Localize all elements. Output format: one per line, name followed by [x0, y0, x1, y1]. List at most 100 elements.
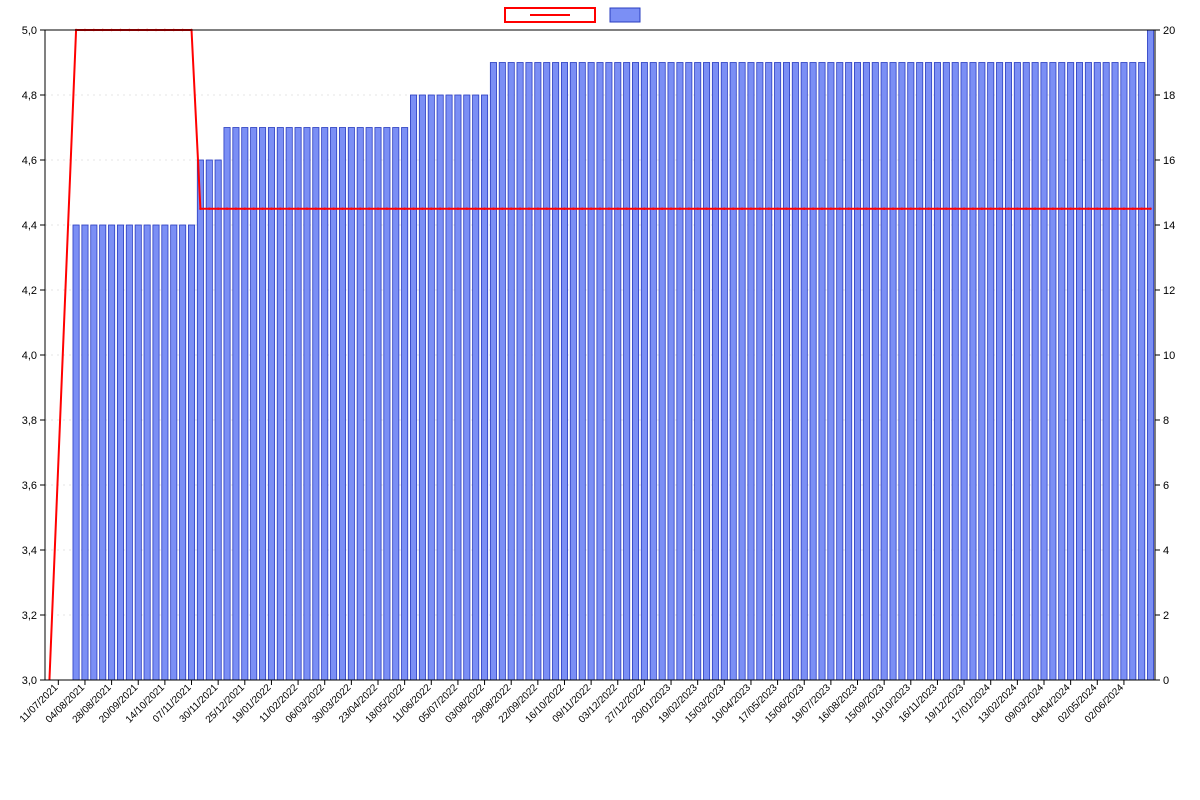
- line-marker: [377, 208, 379, 210]
- y-left-tick-label: 3,6: [22, 480, 37, 492]
- line-marker: [670, 208, 672, 210]
- bar: [455, 95, 461, 680]
- line-marker: [1052, 208, 1054, 210]
- bar: [499, 63, 505, 681]
- line-marker: [519, 208, 521, 210]
- bar: [295, 128, 301, 681]
- bar: [126, 225, 132, 680]
- bar: [508, 63, 514, 681]
- bar: [490, 63, 496, 681]
- line-marker: [954, 208, 956, 210]
- line-marker: [430, 208, 432, 210]
- line-marker: [581, 208, 583, 210]
- bar: [215, 160, 221, 680]
- bar: [91, 225, 97, 680]
- line-marker: [759, 208, 761, 210]
- bar: [757, 63, 763, 681]
- bar: [721, 63, 727, 681]
- bar: [1139, 63, 1145, 681]
- bar: [1094, 63, 1100, 681]
- bar: [996, 63, 1002, 681]
- bar: [224, 128, 230, 681]
- bar: [934, 63, 940, 681]
- line-marker: [918, 208, 920, 210]
- bar: [446, 95, 452, 680]
- line-marker: [439, 208, 441, 210]
- line-marker: [625, 208, 627, 210]
- line-marker: [821, 208, 823, 210]
- y-left-tick-label: 3,2: [22, 610, 37, 622]
- line-marker: [510, 208, 512, 210]
- line-marker: [883, 208, 885, 210]
- bar: [1005, 63, 1011, 681]
- line-marker: [501, 208, 503, 210]
- line-marker: [750, 208, 752, 210]
- bar: [925, 63, 931, 681]
- bar: [1068, 63, 1074, 681]
- line-marker: [927, 208, 929, 210]
- line-marker: [1114, 208, 1116, 210]
- bar: [268, 128, 274, 681]
- bar: [650, 63, 656, 681]
- bar: [100, 225, 106, 680]
- line-marker: [297, 208, 299, 210]
- bar: [197, 160, 203, 680]
- bar: [703, 63, 709, 681]
- line-marker: [865, 208, 867, 210]
- bar: [1085, 63, 1091, 681]
- bar: [792, 63, 798, 681]
- line-marker: [537, 208, 539, 210]
- bar: [632, 63, 638, 681]
- line-marker: [315, 208, 317, 210]
- line-marker: [1016, 208, 1018, 210]
- bar: [899, 63, 905, 681]
- y-left-tick-label: 4,8: [22, 90, 37, 102]
- bar: [464, 95, 470, 680]
- line-marker: [688, 208, 690, 210]
- line-marker: [1087, 208, 1089, 210]
- line-marker: [785, 208, 787, 210]
- line-marker: [741, 208, 743, 210]
- bar: [739, 63, 745, 681]
- line-marker: [1105, 208, 1107, 210]
- bar: [579, 63, 585, 681]
- bar: [766, 63, 772, 681]
- bar: [304, 128, 310, 681]
- line-marker: [714, 208, 716, 210]
- bar: [286, 128, 292, 681]
- line-marker: [572, 208, 574, 210]
- bar: [1014, 63, 1020, 681]
- bar: [117, 225, 123, 680]
- line-marker: [696, 208, 698, 210]
- line-marker: [732, 208, 734, 210]
- line-marker: [217, 208, 219, 210]
- bar: [402, 128, 408, 681]
- bar: [428, 95, 434, 680]
- line-marker: [235, 208, 237, 210]
- y-right-tick-label: 10: [1163, 350, 1175, 362]
- bar: [322, 128, 328, 681]
- line-marker: [652, 208, 654, 210]
- line-marker: [794, 208, 796, 210]
- y-left-tick-label: 3,0: [22, 675, 37, 687]
- line-marker: [226, 208, 228, 210]
- line-marker: [457, 208, 459, 210]
- line-marker: [599, 208, 601, 210]
- bar: [988, 63, 994, 681]
- line-marker: [306, 208, 308, 210]
- bar: [837, 63, 843, 681]
- bar: [783, 63, 789, 681]
- line-marker: [892, 208, 894, 210]
- bar: [1103, 63, 1109, 681]
- line-marker: [421, 208, 423, 210]
- bar: [748, 63, 754, 681]
- bar: [828, 63, 834, 681]
- line-marker: [963, 208, 965, 210]
- bar: [712, 63, 718, 681]
- bar: [597, 63, 603, 681]
- line-marker: [359, 208, 361, 210]
- bar: [73, 225, 79, 680]
- line-marker: [554, 208, 556, 210]
- line-marker: [945, 208, 947, 210]
- line-marker: [830, 208, 832, 210]
